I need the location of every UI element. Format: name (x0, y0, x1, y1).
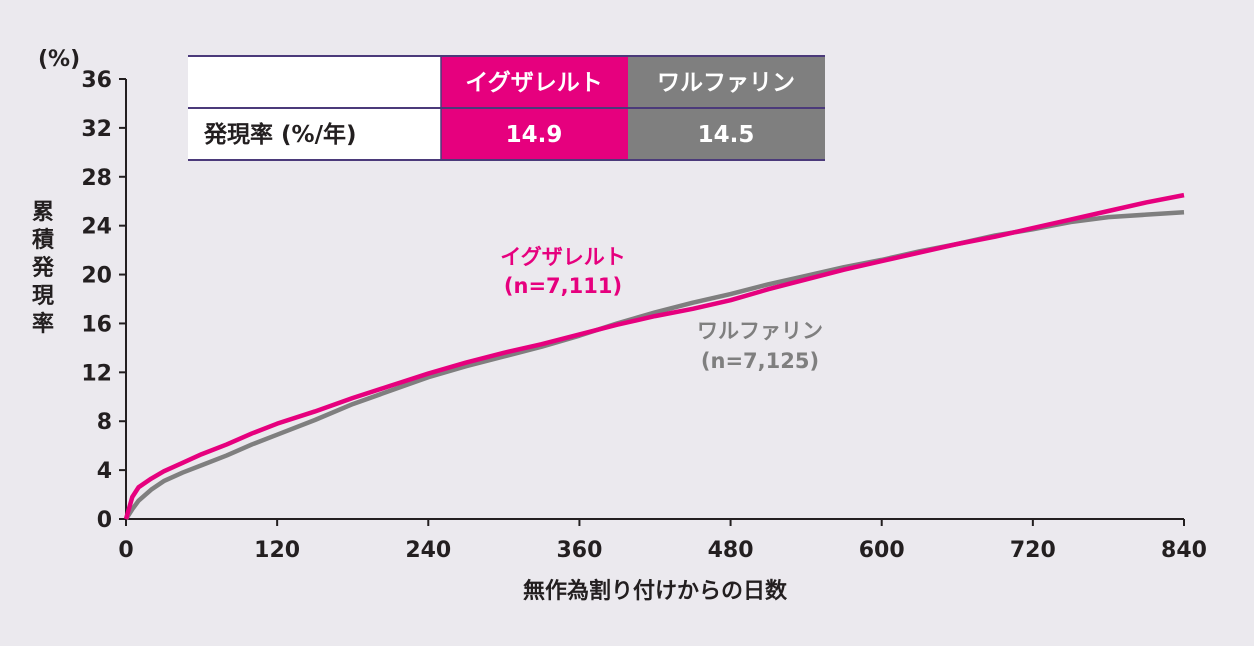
y-tick-label: 20 (81, 264, 112, 289)
table-header-xarelto (441, 56, 628, 108)
y-tick-label: 0 (97, 508, 112, 533)
table-header-warfarin-text: ワルファリン (657, 70, 795, 96)
y-tick-label: 32 (81, 117, 112, 142)
annotation-xarelto-name: イグザレルト (500, 245, 626, 269)
table-cell-blank (188, 56, 441, 108)
x-tick-label: 600 (859, 538, 905, 563)
series-line-warfarin (124, 209, 1185, 521)
table-header-xarelto-text: イグザレルト (465, 69, 603, 96)
x-tick-label: 120 (254, 538, 300, 563)
annotation-warfarin-name: ワルファリン (697, 319, 823, 343)
annotation-warfarin-n: (n=7,125) (701, 349, 819, 373)
y-tick-label: 28 (81, 166, 112, 191)
y-axis-label-char: 積 (32, 228, 55, 253)
y-axis-label-char: 率 (32, 311, 54, 337)
table-row-label-text: 発現率 (%/年) (203, 121, 356, 148)
series-lines (123, 192, 1185, 521)
incidence-table: イグザレルト ワルファリン 発現率 (%/年) 14.9 14.5 (188, 55, 825, 161)
x-tick-label: 720 (1010, 538, 1056, 563)
table-value-warfarin-cell (628, 108, 825, 160)
table-value-xarelto-cell (441, 108, 628, 160)
y-tick-label: 16 (81, 312, 112, 337)
table-header-warfarin (628, 56, 825, 108)
annotation-xarelto-n: (n=7,111) (504, 274, 622, 298)
table-row-label-cell (188, 108, 441, 160)
axes (119, 78, 1185, 526)
x-axis-label: 無作為割り付けからの日数 (523, 578, 788, 604)
y-tick-label: 36 (81, 68, 112, 93)
x-tick-label: 360 (556, 538, 602, 563)
y-tick-label: 8 (97, 410, 112, 435)
series-line-xarelto (123, 192, 1185, 520)
y-unit-label: (%) (38, 47, 80, 72)
y-tick-label: 24 (81, 215, 112, 240)
y-axis-label-char: 発 (31, 256, 55, 281)
table-value-warfarin-text: 14.5 (698, 122, 755, 148)
y-axis-label-char: 累 (32, 200, 54, 225)
x-tick-label: 240 (405, 538, 451, 563)
x-tick-label: 840 (1161, 538, 1207, 563)
x-tick-label: 480 (708, 538, 754, 563)
y-axis-label-char: 現 (32, 284, 54, 309)
y-tick-label: 4 (97, 459, 112, 484)
table-value-xarelto-text: 14.9 (506, 122, 563, 148)
y-tick-label: 12 (81, 361, 112, 386)
x-tick-label: 0 (118, 538, 133, 563)
